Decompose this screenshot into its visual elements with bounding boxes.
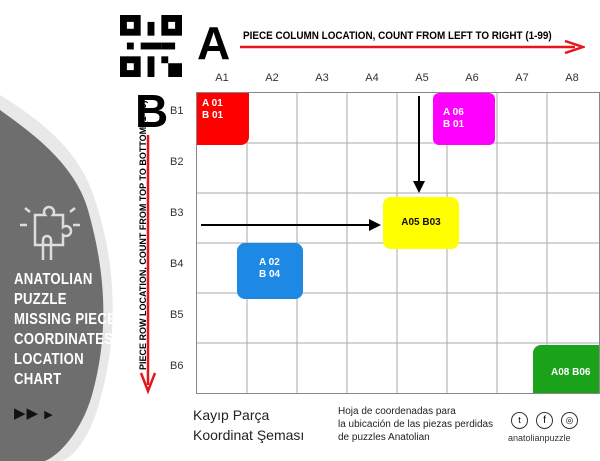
piece-label: A05 B03 xyxy=(401,217,441,228)
footer-line: Koordinat Şeması xyxy=(193,427,305,443)
column-label: A3 xyxy=(315,72,329,84)
row-label: B1 xyxy=(170,105,184,117)
title-line: LOCATION xyxy=(14,351,84,368)
title-line: CHART xyxy=(14,371,62,388)
row-arrow xyxy=(140,135,156,395)
column-label: A2 xyxy=(265,72,279,84)
social-icons: t f ◎ xyxy=(511,412,578,429)
title-line: ANATOLIAN xyxy=(14,271,93,288)
row-label: B5 xyxy=(170,309,184,321)
piece-label: B 01 xyxy=(443,119,465,130)
instagram-icon[interactable]: ◎ xyxy=(561,412,578,429)
footer-line: la ubicación de las piezas perdidas xyxy=(338,419,494,430)
piece-a5-b3[interactable]: A05 B03 xyxy=(383,197,459,249)
column-arrow xyxy=(240,40,585,54)
piece-label: B 04 xyxy=(259,269,281,280)
column-label: A7 xyxy=(515,72,529,84)
twitter-icon[interactable]: t xyxy=(511,412,528,429)
piece-a2-b4[interactable]: A 02 B 04 xyxy=(237,243,303,299)
piece-label: A08 B06 xyxy=(551,367,591,378)
column-label: A4 xyxy=(365,72,379,84)
facebook-icon[interactable]: f xyxy=(536,412,553,429)
play-arrows-icon: ▶▶ ▶ xyxy=(14,405,54,422)
puzzle-hand-icon xyxy=(20,205,80,260)
piece-a1-b1[interactable]: A 01 B 01 xyxy=(197,93,249,145)
column-label: A6 xyxy=(465,72,479,84)
puzzle-grid: A 01 B 01 A 06 B 01 A05 B03 A 02 B 04 A08 B… xyxy=(196,92,600,394)
title-line: COORDINATES xyxy=(14,331,114,348)
footer-spanish: Hoja de coordenadas para la ubicación de… xyxy=(338,405,493,444)
column-label: A5 xyxy=(415,72,429,84)
piece-label: B 01 xyxy=(202,110,224,121)
pointer-arrows xyxy=(201,96,425,231)
sidebar-panel xyxy=(0,95,113,461)
qr-code-icon xyxy=(120,15,182,77)
letter-a: A xyxy=(197,17,231,69)
footer-line: Hoja de coordenadas para xyxy=(338,406,456,417)
row-label: B3 xyxy=(170,207,184,219)
letter-b: B xyxy=(135,85,169,137)
column-label: A8 xyxy=(565,72,579,84)
piece-a6-b1[interactable]: A 06 B 01 xyxy=(433,93,495,145)
row-label: B2 xyxy=(170,156,184,168)
piece-a8-b6[interactable]: A08 B06 xyxy=(533,345,599,393)
piece-label: A 01 xyxy=(202,98,223,109)
social-handle[interactable]: anatolianpuzzle xyxy=(508,433,571,443)
footer-line: de puzzles Anatolian xyxy=(338,432,430,443)
title-line: PUZZLE xyxy=(14,291,67,308)
row-label: B4 xyxy=(170,258,184,270)
piece-label: A 06 xyxy=(443,107,464,118)
column-instruction: PIECE COLUMN LOCATION, COUNT FROM LEFT T… xyxy=(243,30,552,42)
footer-turkish: Kayıp Parça Koordinat Şeması xyxy=(193,405,304,445)
piece-label: A 02 xyxy=(259,257,280,268)
column-label: A1 xyxy=(215,72,229,84)
footer-line: Kayıp Parça xyxy=(193,407,270,423)
sidebar-title: ANATOLIAN PUZZLE MISSING PIECE COORDINAT… xyxy=(14,270,116,390)
title-line: MISSING PIECE xyxy=(14,311,117,328)
row-label: B6 xyxy=(170,360,184,372)
